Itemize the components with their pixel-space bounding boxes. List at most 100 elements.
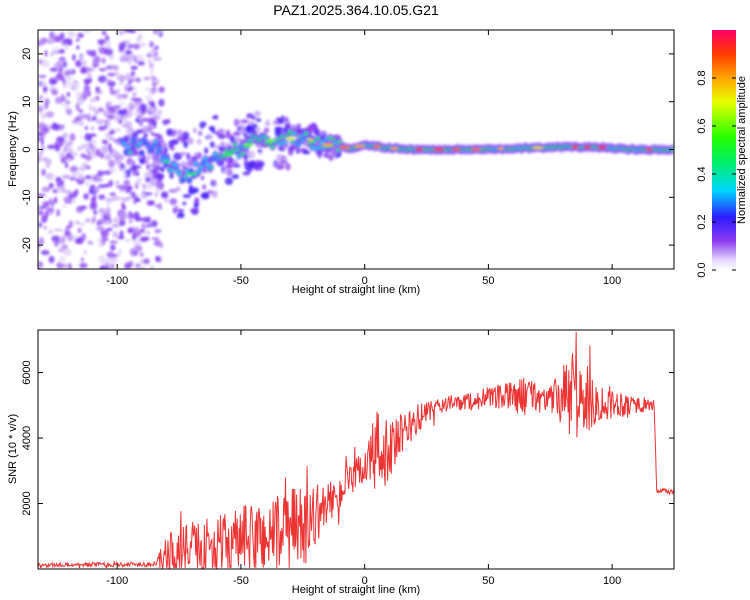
spectrogram-ylabel: Frequency (Hz) — [7, 111, 19, 187]
spectral-blob — [66, 91, 71, 97]
spectral-blob — [84, 175, 92, 180]
spectral-blob — [255, 126, 261, 134]
spectral-peak — [646, 148, 653, 151]
spectral-blob — [49, 67, 59, 72]
spectral-blob — [123, 120, 133, 129]
spectral-blob — [288, 149, 294, 156]
spectral-blob — [43, 226, 47, 230]
spectral-blob — [99, 41, 104, 46]
spectral-blob — [277, 117, 285, 125]
spectral-blob — [118, 30, 124, 36]
spectral-blob — [105, 198, 114, 203]
spectral-blob — [87, 136, 92, 142]
spectral-blob — [118, 101, 126, 106]
spectral-blob — [146, 230, 151, 236]
spectral-blob — [178, 152, 187, 156]
spectral-blob — [302, 150, 311, 155]
spectral-blob — [316, 153, 320, 157]
spectral-blob — [66, 158, 72, 163]
spectral-peak — [584, 145, 591, 149]
spectral-blob — [153, 57, 162, 61]
spectral-blob — [126, 213, 130, 218]
spectral-blob — [38, 210, 45, 216]
spectral-blob — [217, 128, 225, 135]
spectral-blob — [106, 227, 113, 232]
spectral-blob — [149, 200, 154, 205]
spectral-blob — [85, 181, 90, 187]
spectral-blob — [106, 212, 111, 220]
spectral-blob — [91, 138, 97, 145]
spectral-blob — [136, 114, 143, 118]
spectral-core — [199, 165, 204, 169]
spectral-blob — [51, 89, 59, 96]
spectral-blob — [79, 99, 85, 106]
spectral-blob — [136, 263, 140, 268]
spectral-blob — [99, 211, 103, 220]
spectral-blob — [233, 119, 241, 125]
spectral-blob — [68, 220, 73, 228]
spectral-blob — [119, 230, 124, 237]
spectral-blob — [243, 132, 247, 138]
spectral-core — [137, 141, 143, 146]
spectral-blob — [78, 222, 86, 226]
spectral-blob — [40, 145, 46, 152]
spectral-blob — [118, 118, 122, 125]
spectrogram-plot-area — [38, 30, 674, 269]
spectral-core — [248, 138, 254, 143]
spectral-blob — [122, 107, 128, 116]
spectral-blob — [218, 146, 226, 152]
spectral-core — [163, 162, 168, 167]
spectral-blob — [157, 109, 163, 116]
spectral-core — [292, 132, 297, 136]
spectral-blob — [127, 185, 133, 191]
spectral-blob — [233, 164, 241, 168]
spectral-blob — [166, 119, 171, 124]
spectral-blob — [309, 123, 318, 130]
colorbar: 0.0 0.2 0.4 0.6 0.8 Normalized spectral ampl… — [696, 30, 748, 278]
spectral-blob — [38, 237, 43, 244]
spectral-peak — [497, 147, 504, 151]
spectral-blob — [49, 79, 58, 84]
colorbar-tick-label: 0.4 — [696, 166, 708, 181]
spectral-blob — [141, 117, 151, 122]
spectral-blob — [59, 235, 64, 242]
spectral-blob — [45, 111, 55, 118]
spectral-blob — [103, 170, 112, 175]
spectral-blob — [83, 113, 87, 120]
spectral-blob — [55, 73, 65, 81]
spectral-peak — [285, 137, 296, 141]
spectral-blob — [247, 120, 256, 125]
spectral-blob — [72, 54, 76, 61]
spectral-blob — [38, 193, 46, 197]
spectral-blob — [172, 138, 179, 145]
spectral-blob — [124, 238, 132, 243]
spectral-blob — [88, 148, 93, 152]
spectral-blob — [193, 202, 199, 208]
spectral-blob — [76, 236, 84, 245]
spectral-blob — [41, 60, 51, 69]
snr-frame — [37, 329, 675, 570]
spectral-blob — [68, 192, 74, 200]
spectral-blob — [138, 266, 146, 269]
spectral-blob — [118, 82, 125, 86]
spectral-blob — [130, 65, 138, 70]
spectral-blob — [51, 235, 61, 243]
snr-ytick-label: 4000 — [21, 426, 33, 450]
spectral-blob — [65, 199, 73, 204]
spectral-blob — [112, 231, 119, 238]
spectral-peak — [185, 172, 197, 176]
spectral-blob — [136, 36, 142, 43]
spectral-blob — [251, 116, 256, 120]
spectral-blob — [86, 115, 90, 122]
spectral-blob — [190, 207, 200, 212]
spectral-blob — [101, 30, 107, 36]
spectral-blob — [101, 57, 106, 64]
spectral-blob — [149, 50, 155, 56]
spectral-blob — [38, 131, 43, 136]
spectral-blob — [155, 30, 162, 33]
spectral-blob — [77, 146, 82, 152]
spectral-core — [212, 152, 218, 156]
spectral-blob — [126, 173, 131, 178]
spectral-blob — [63, 248, 72, 256]
